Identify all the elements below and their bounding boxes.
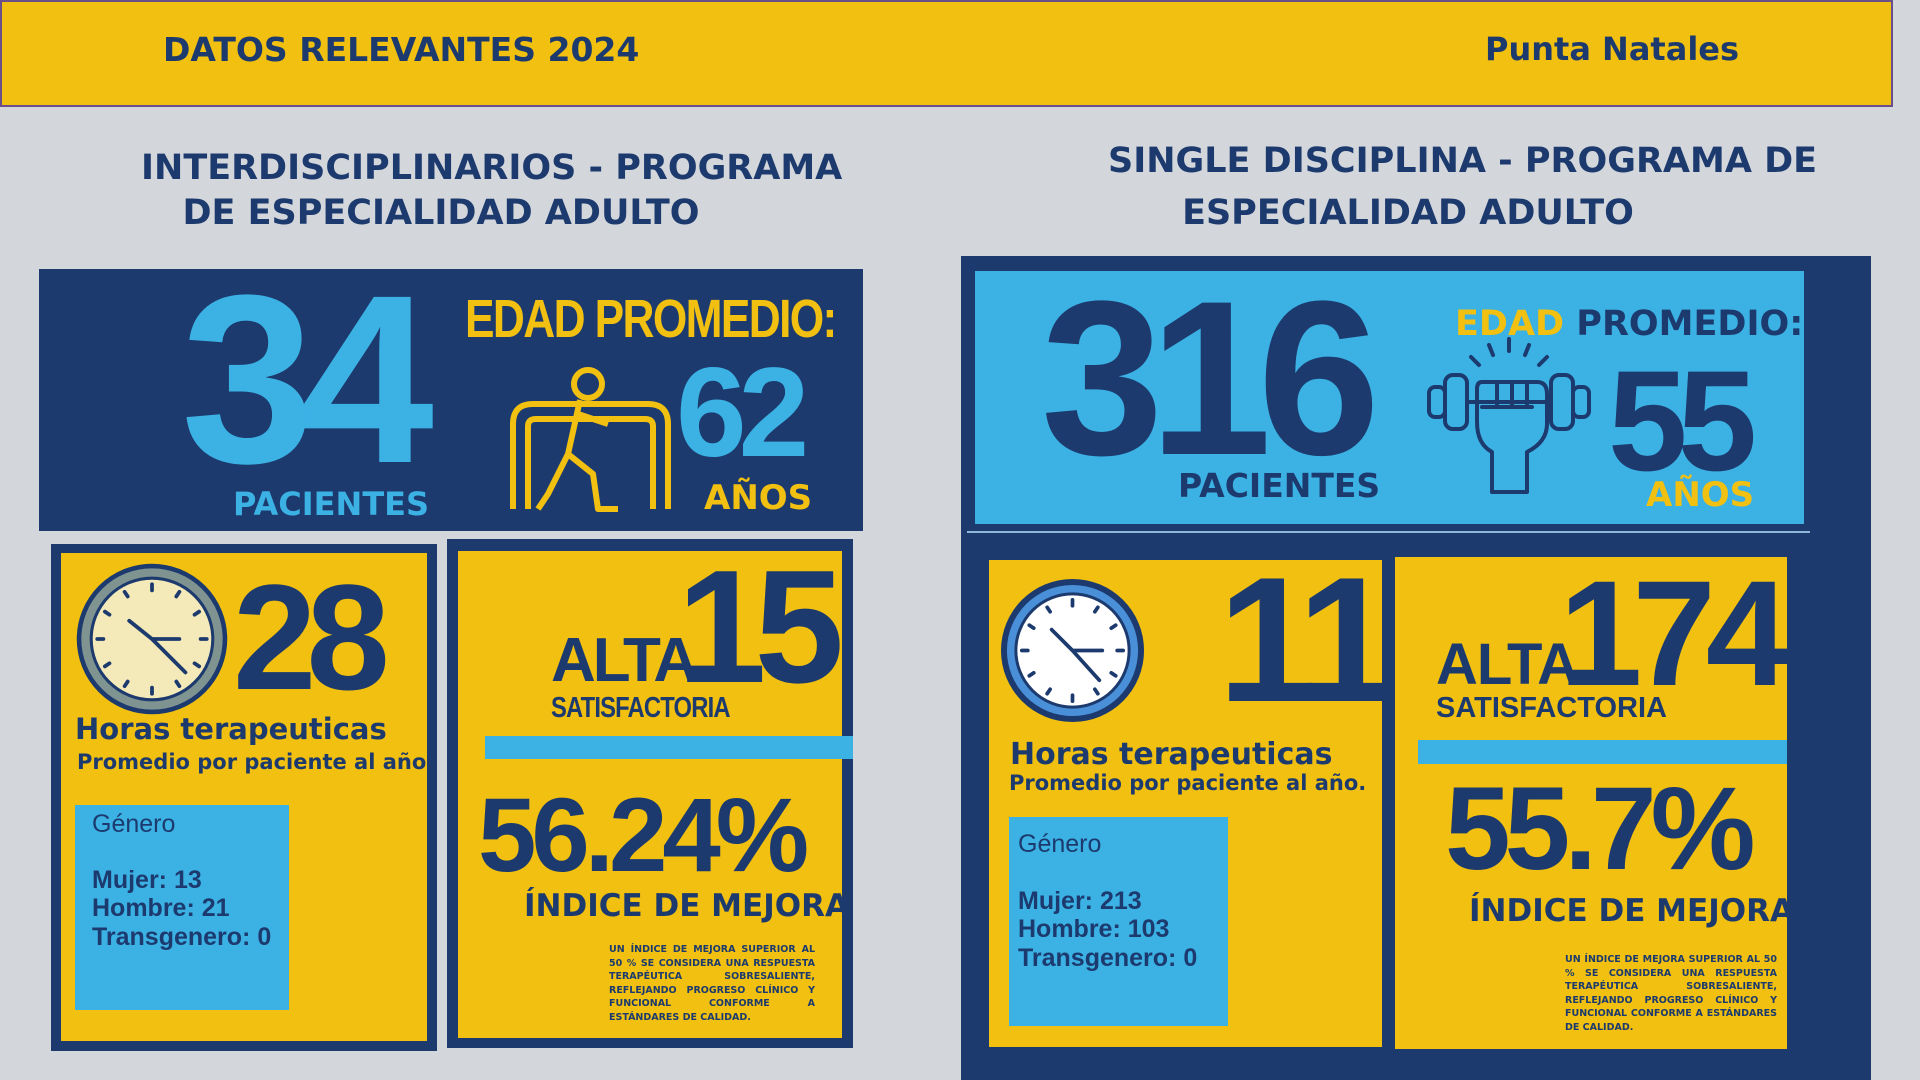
discharge-label: ALTA [551,626,698,695]
improvement-value: 55.7% [1445,763,1756,895]
header-bar [0,0,1893,107]
age-label-part: PROMEDIO: [594,289,838,349]
improvement-note: UN ÍNDICE DE MEJORA SUPERIOR AL 50 % SE … [609,944,815,1023]
separator [967,531,1810,533]
patients-label: PACIENTES [1178,466,1381,505]
age-value: 55 [1608,342,1757,501]
fist-icon [1427,337,1591,494]
age-value: 62 [676,341,809,483]
patients-label: PACIENTES [233,485,430,523]
panel-title: INTERDISCIPLINARIOS - PROGRAMA [141,148,843,188]
discharge-value: 174 [1559,549,1789,717]
divider-bar [1418,740,1787,764]
hours-sublabel: Promedio por paciente al año. [77,750,435,774]
age-label: EDAD PROMEDIO: [465,289,838,349]
patients-box [39,269,863,531]
patients-value: 316 [1041,255,1380,501]
divider-bar [485,736,853,759]
age-label: EDAD PROMEDIO: [1455,307,1803,342]
gender-item: Hombre: 21 [92,894,230,922]
patients-box [975,271,1804,524]
improvement-label: ÍNDICE DE MEJORA [524,888,849,924]
hours-label: Horas terapeuticas [75,712,387,746]
age-label-part: EDAD [465,289,586,349]
header-location: Punta Natales [1485,30,1740,68]
discharge-sublabel: SATISFACTORIA [1436,692,1667,724]
age-unit: AÑOS [704,478,813,518]
gender-title: Género [1018,830,1102,858]
gender-item: Mujer: 13 [92,866,202,894]
improvement-label: ÍNDICE DE MEJORA [1469,893,1794,929]
hours-label: Horas terapeuticas [1010,737,1333,772]
hours-sublabel: Promedio por paciente al año. [1009,771,1367,795]
age-label-part: EDAD [1455,304,1565,344]
walker-icon [510,367,671,512]
panel-title: ESPECIALIDAD ADULTO [1182,193,1634,233]
improvement-value: 56.24% [478,777,809,894]
hours-value: 28 [233,553,390,721]
gender-title: Género [92,810,176,838]
gender-box [1009,817,1228,1026]
improvement-note: UN ÍNDICE DE MEJORA SUPERIOR AL 50 % SE … [1565,954,1777,1033]
header-title: DATOS RELEVANTES 2024 [163,30,640,69]
discharge-sublabel: SATISFACTORIA [551,692,731,724]
clock-icon [1000,578,1145,723]
age-unit: AÑOS [1646,475,1755,515]
hours-value: 11 [1218,540,1396,739]
discharge-value: 15 [677,537,844,717]
discharge-box [458,551,842,1038]
patients-value: 34 [181,245,434,513]
panel-title: SINGLE DISCIPLINA - PROGRAMA DE [1108,141,1818,181]
gender-item: Mujer: 213 [1018,887,1142,915]
age-label-part: PROMEDIO: [1576,304,1804,344]
panel-title: DE ESPECIALIDAD ADULTO [182,193,700,233]
gender-item: Hombre: 103 [1018,915,1170,943]
discharge-label: ALTA [1436,632,1579,697]
gender-item: Transgenero: 0 [92,923,272,951]
gender-box [75,805,289,1010]
gender-item: Transgenero: 0 [1018,944,1198,972]
clock-icon [76,563,228,715]
discharge-box [1395,557,1787,1049]
